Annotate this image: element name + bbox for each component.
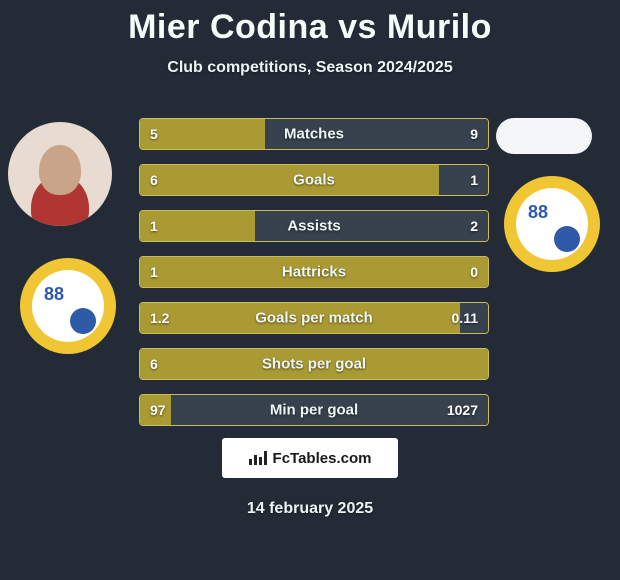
stat-value-right: 0 [470,264,478,280]
stat-bar: 6 Shots per goal [139,348,489,380]
player-right-avatar [496,118,592,154]
stat-value-left: 1 [150,264,158,280]
stat-label: Shots per goal [262,356,366,373]
branding-box: FcTables.com [222,438,398,478]
stat-value-left: 6 [150,172,158,188]
stat-value-left: 5 [150,126,158,142]
soccer-ball-icon [70,308,96,334]
stat-label: Min per goal [270,402,358,419]
stat-value-left: 1.2 [150,310,169,326]
bar-segment-left [140,119,265,149]
branding-text: FcTables.com [273,450,372,467]
stat-value-left: 1 [150,218,158,234]
stat-bar: 1 0 Hattricks [139,256,489,288]
stat-label: Goals per match [255,310,373,327]
stat-value-right: 9 [470,126,478,142]
soccer-ball-icon [554,226,580,252]
club-badge-left: 88 [20,258,116,354]
stat-label: Hattricks [282,264,346,281]
stat-value-left: 97 [150,402,166,418]
stat-bar: 5 9 Matches [139,118,489,150]
page-title: Mier Codina vs Murilo [0,0,620,47]
bar-segment-left [140,165,439,195]
stats-bars: 5 9 Matches 6 1 Goals 1 2 Assists 1 0 Hattricks 1.2 0… [139,118,489,440]
stat-bar: 1.2 0.11 Goals per match [139,302,489,334]
stat-value-right: 0.11 [452,310,478,326]
chart-icon [249,451,267,465]
stat-label: Assists [287,218,340,235]
stat-value-right: 1 [470,172,478,188]
club-badge-right: 88 [504,176,600,272]
stat-bar: 6 1 Goals [139,164,489,196]
stat-bar: 97 1027 Min per goal [139,394,489,426]
stat-value-right: 1027 [447,402,478,418]
badge-number: 88 [528,202,548,223]
stat-label: Goals [293,172,335,189]
stat-bar: 1 2 Assists [139,210,489,242]
date-text: 14 february 2025 [247,500,373,518]
subtitle: Club competitions, Season 2024/2025 [0,59,620,77]
stat-value-right: 2 [470,218,478,234]
stat-value-left: 6 [150,356,158,372]
bar-segment-right [439,165,488,195]
stat-label: Matches [284,126,344,143]
player-left-avatar [8,122,112,226]
badge-number: 88 [44,284,64,305]
